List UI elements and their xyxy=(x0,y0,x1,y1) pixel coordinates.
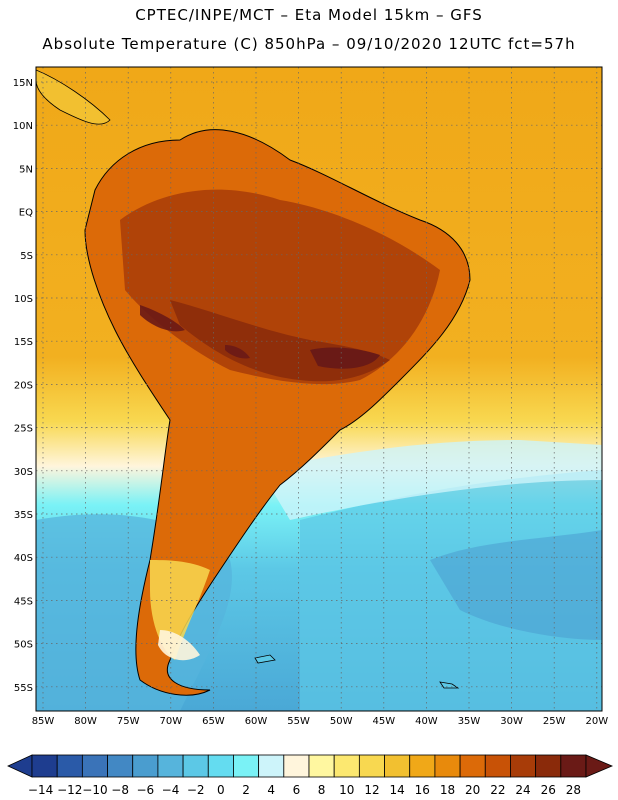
colorbar-label: 18 xyxy=(440,783,455,797)
colorbar-labels: −14 −12 −10 −8 −6 −4 −2 0 2 4 6 8 10 12 14 16 18 20 22 24 26… xyxy=(28,783,581,797)
colorbar-swatch xyxy=(233,754,260,778)
colorbar-label: 0 xyxy=(217,783,225,797)
lat-label: 10S xyxy=(14,294,33,305)
colorbar-label: 4 xyxy=(267,783,275,797)
lat-label: 40S xyxy=(14,553,33,564)
longitude-labels: 85W 80W 75W 70W 65W 60W 55W 50W 45W 40W 35W 30W 25W 2… xyxy=(32,716,609,727)
map-title-line-1: CPTEC/INPE/MCT – Eta Model 15km – GFS xyxy=(135,6,483,24)
lat-label: 55S xyxy=(14,683,33,694)
colorbar-swatch xyxy=(283,754,310,778)
colorbar-swatch xyxy=(434,754,461,778)
colorbar-label: −4 xyxy=(162,783,180,797)
lon-label: 30W xyxy=(500,716,523,727)
colorbar-label: 8 xyxy=(318,783,326,797)
lat-label: 5N xyxy=(19,164,33,175)
colorbar-label: −14 xyxy=(28,783,53,797)
colorbar-swatch xyxy=(107,754,134,778)
colorbar-label: −2 xyxy=(187,783,205,797)
map-plot-area xyxy=(36,67,602,711)
colorbar-swatch xyxy=(358,754,385,778)
colorbar-swatch xyxy=(56,754,83,778)
lon-label: 50W xyxy=(330,716,353,727)
lat-label: 5S xyxy=(20,251,33,262)
colorbar-label: −8 xyxy=(111,783,129,797)
colorbar-swatch xyxy=(182,754,209,778)
colorbar-label: −10 xyxy=(82,783,107,797)
colorbar-label: 12 xyxy=(364,783,379,797)
colorbar-swatch xyxy=(560,754,587,778)
colorbar-label: 28 xyxy=(566,783,581,797)
colorbar-swatch xyxy=(81,754,108,778)
map-title-line-2: Absolute Temperature (C) 850hPa – 09/10/… xyxy=(42,35,576,53)
lon-label: 55W xyxy=(287,716,310,727)
lat-label: 20S xyxy=(14,380,33,391)
lat-label: 30S xyxy=(14,467,33,478)
colorbar-swatch xyxy=(132,754,159,778)
lon-label: 70W xyxy=(159,716,182,727)
colorbar-swatch xyxy=(409,754,436,778)
lat-label: 15N xyxy=(13,78,33,89)
colorbar-label: 20 xyxy=(465,783,480,797)
colorbar-swatch xyxy=(31,754,58,778)
lon-label: 80W xyxy=(74,716,97,727)
colorbar-min-arrow xyxy=(7,754,33,778)
colorbar-label: 6 xyxy=(293,783,301,797)
lon-label: 20W xyxy=(585,716,608,727)
colorbar-label: 26 xyxy=(541,783,556,797)
colorbar-label: −6 xyxy=(136,783,154,797)
colorbar-swatch xyxy=(459,754,486,778)
colorbar-swatch xyxy=(535,754,562,778)
latitude-labels: 15N 10N 5N EQ 5S 10S 15S 20S 25S 30S 35S 40S 45S 50S 5… xyxy=(13,78,33,694)
lon-label: 65W xyxy=(202,716,225,727)
lat-label: 50S xyxy=(14,640,33,651)
colorbar-swatch xyxy=(157,754,184,778)
lon-label: 60W xyxy=(245,716,268,727)
lon-label: 35W xyxy=(458,716,481,727)
colorbar-swatch xyxy=(510,754,537,778)
lon-label: 75W xyxy=(117,716,140,727)
colorbar-swatch xyxy=(333,754,360,778)
colorbar-swatch xyxy=(308,754,335,778)
lat-label: EQ xyxy=(19,208,33,219)
lat-label: 45S xyxy=(14,596,33,607)
lon-label: 45W xyxy=(372,716,395,727)
colorbar-label: 2 xyxy=(242,783,250,797)
colorbar-max-arrow xyxy=(585,754,614,778)
colorbar-swatch xyxy=(258,754,285,778)
colorbar xyxy=(7,754,614,778)
lon-label: 40W xyxy=(415,716,438,727)
colorbar-label: 10 xyxy=(339,783,354,797)
lat-label: 35S xyxy=(14,510,33,521)
lon-label: 85W xyxy=(32,716,55,727)
lat-label: 15S xyxy=(14,337,33,348)
colorbar-swatch xyxy=(207,754,234,778)
colorbar-label: 22 xyxy=(490,783,505,797)
colorbar-swatch xyxy=(484,754,511,778)
lon-label: 25W xyxy=(543,716,566,727)
colorbar-label: −12 xyxy=(57,783,82,797)
colorbar-swatch xyxy=(384,754,411,778)
colorbar-label: 24 xyxy=(515,783,530,797)
lat-label: 10N xyxy=(13,121,33,132)
colorbar-label: 14 xyxy=(389,783,404,797)
colorbar-label: 16 xyxy=(415,783,430,797)
lat-label: 25S xyxy=(14,424,33,435)
